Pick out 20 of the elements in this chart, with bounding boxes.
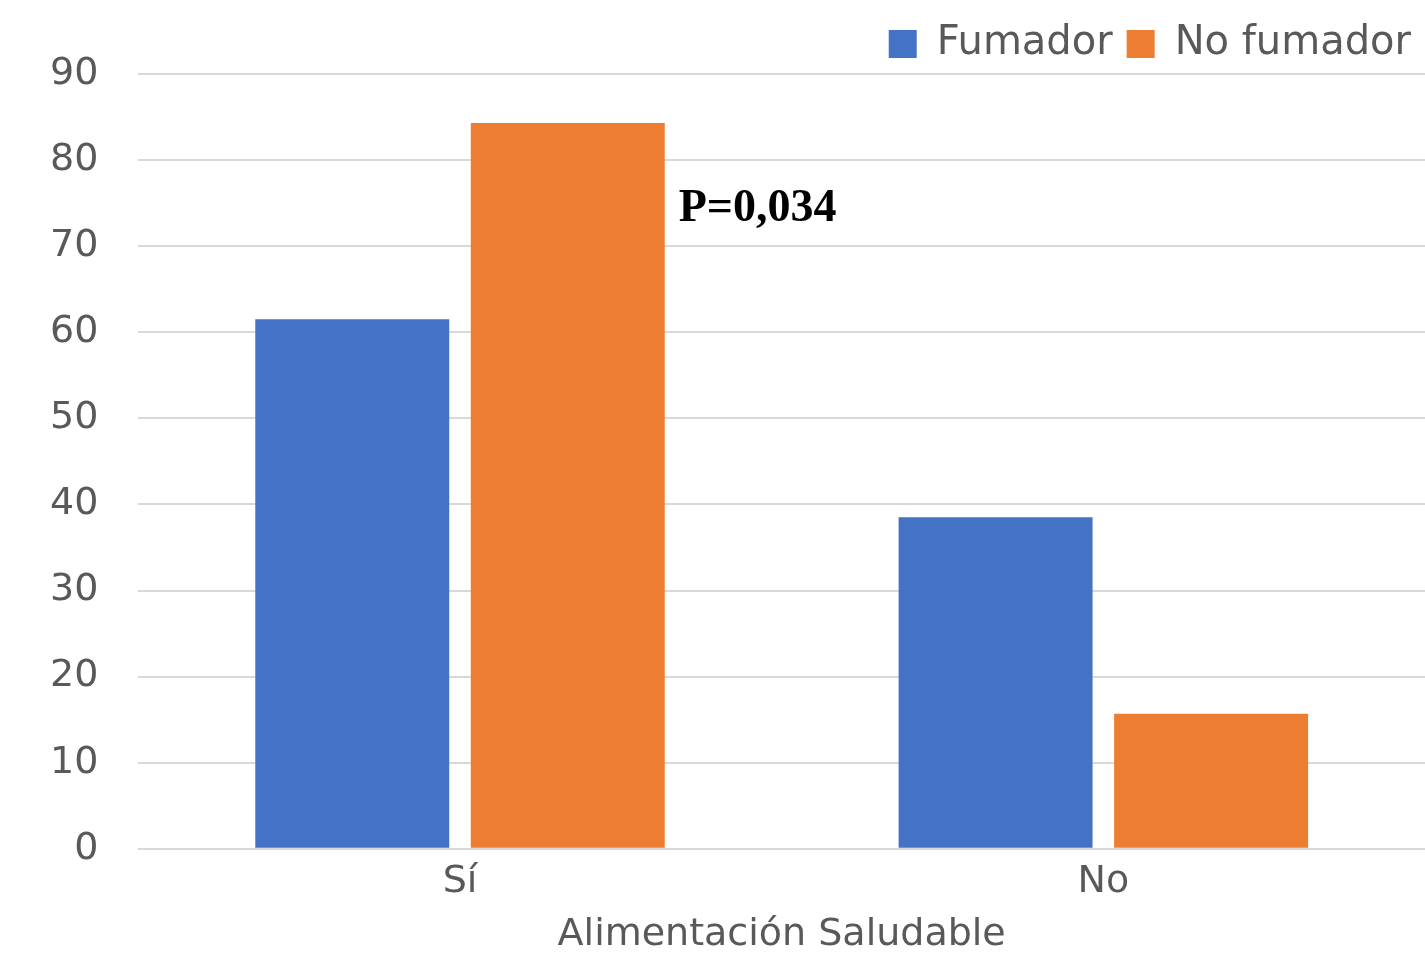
y-tick-label: 20 [49,651,99,696]
bar [470,123,665,848]
y-tick-label: 30 [49,565,99,610]
y-tick-label: 80 [49,134,99,179]
y-tick-label: 60 [49,307,99,352]
y-tick-label: 70 [49,221,99,266]
x-axis-title: Alimentación Saludable [557,910,1006,955]
y-tick-label: 10 [49,737,99,782]
legend-label: No fumador [1174,17,1412,64]
annotation: P=0,034 [678,179,837,231]
x-tick-label: No [1077,857,1130,902]
legend-label: Fumador [936,17,1114,64]
y-tick-label: 0 [74,823,99,868]
y-tick-label: 90 [49,48,99,93]
bar [1114,713,1309,848]
y-tick-label: 50 [49,393,99,438]
y-tick-label: 40 [49,479,99,524]
bar [898,517,1093,848]
bar [255,319,450,848]
x-tick-label: Sí [442,857,479,902]
